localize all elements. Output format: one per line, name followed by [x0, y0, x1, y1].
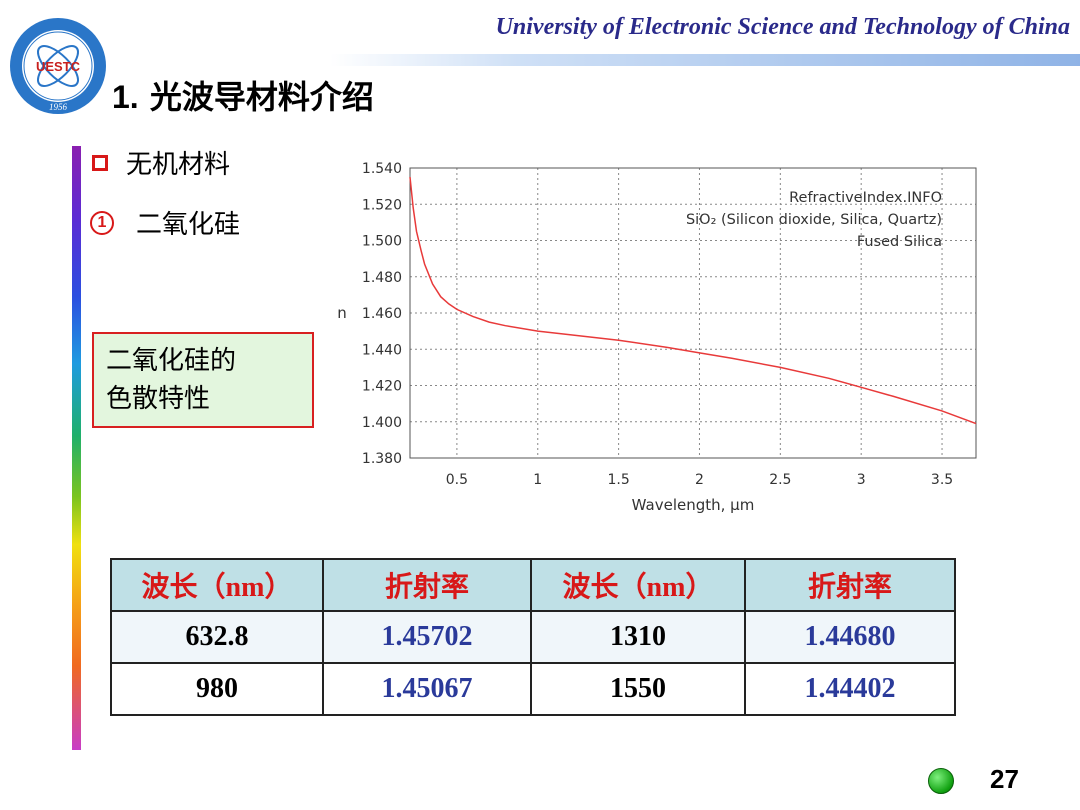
bullet-text: 无机材料 — [126, 150, 231, 180]
bullet-inorganic: 无机材料 — [92, 144, 230, 181]
table-cell: 632.8 — [110, 610, 324, 664]
circled-number-icon: 1 — [90, 210, 114, 235]
bullet-silica: 1 二氧化硅 — [90, 204, 240, 241]
x-tick-label: 3.5 — [931, 472, 953, 488]
dispersion-note-box: 二氧化硅的 色散特性 — [92, 332, 314, 428]
y-tick-labels: 1.540 1.520 1.500 1.480 1.460 1.440 1.420 1.400… — [362, 161, 402, 467]
y-tick-label: 1.480 — [362, 270, 402, 286]
x-tick-label: 0.5 — [446, 472, 468, 488]
chart-annotation-type: Fused Silica — [857, 234, 942, 250]
table-cell: 1550 — [530, 662, 746, 716]
x-tick-label: 3 — [857, 472, 866, 488]
table-header-cell: 折射率 — [744, 558, 956, 612]
title-text: 光波导材料介绍 — [149, 78, 374, 116]
table-cell: 1.44680 — [744, 610, 956, 664]
table-header-row: 波长（nm） 折射率 波长（nm） 折射率 — [110, 558, 956, 612]
table-cell: 1.45067 — [322, 662, 532, 716]
y-tick-label: 1.420 — [362, 379, 402, 395]
logo-year: 1956 — [49, 102, 68, 112]
y-tick-label: 1.440 — [362, 342, 402, 358]
rainbow-side-bar — [72, 146, 81, 750]
logo-letters: UESTC — [36, 59, 81, 74]
university-logo: UESTC 1956 — [10, 18, 106, 114]
chart-annotation-material: SiO₂ (Silicon dioxide, Silica, Quartz) — [686, 212, 942, 228]
table-cell: 980 — [110, 662, 324, 716]
slide-title: 1. 光波导材料介绍 — [112, 72, 374, 118]
y-tick-label: 1.520 — [362, 197, 402, 213]
y-tick-label: 1.540 — [362, 161, 402, 177]
series-line-silica — [409, 177, 977, 425]
square-bullet-icon — [92, 154, 108, 171]
header-gradient-bar — [330, 54, 1080, 66]
y-tick-label: 1.380 — [362, 451, 402, 467]
page-number: 27 — [990, 764, 1019, 794]
y-tick-label: 1.400 — [362, 415, 402, 431]
table-cell: 1.44402 — [744, 662, 956, 716]
bullet-text: 二氧化硅 — [136, 210, 241, 240]
x-tick-label: 1 — [533, 472, 542, 488]
table-header-cell: 折射率 — [322, 558, 532, 612]
x-tick-label: 1.5 — [607, 472, 629, 488]
y-axis-label: n — [337, 304, 347, 322]
y-tick-label: 1.460 — [362, 306, 402, 322]
x-tick-labels: 0.5 1 1.5 2 2.5 3 3.5 — [446, 472, 953, 488]
y-tick-label: 1.500 — [362, 234, 402, 250]
x-tick-label: 2.5 — [769, 472, 791, 488]
table-row: 632.8 1.45702 1310 1.44680 — [110, 610, 956, 664]
title-number: 1. — [112, 79, 139, 115]
plot-frame — [409, 167, 977, 459]
table-row: 980 1.45067 1550 1.44402 — [110, 662, 956, 716]
nav-dot-icon[interactable] — [928, 768, 954, 794]
table-header-cell: 波长（nm） — [530, 558, 746, 612]
table-header-cell: 波长（nm） — [110, 558, 324, 612]
x-tick-label: 2 — [695, 472, 704, 488]
refractive-index-table: 波长（nm） 折射率 波长（nm） 折射率 632.8 1.45702 1310… — [110, 558, 956, 716]
x-axis-label: Wavelength, µm — [632, 496, 755, 514]
refractive-index-chart: 1.540 1.520 1.500 1.480 1.460 1.440 1.420 1.400… — [337, 161, 977, 514]
table-cell: 1310 — [530, 610, 746, 664]
university-name: University of Electronic Science and Tec… — [495, 14, 1070, 40]
table-cell: 1.45702 — [322, 610, 532, 664]
note-line-1: 二氧化硅的 — [106, 346, 237, 376]
chart-annotation-source: RefractiveIndex.INFO — [789, 190, 942, 206]
note-line-2: 色散特性 — [106, 384, 211, 414]
